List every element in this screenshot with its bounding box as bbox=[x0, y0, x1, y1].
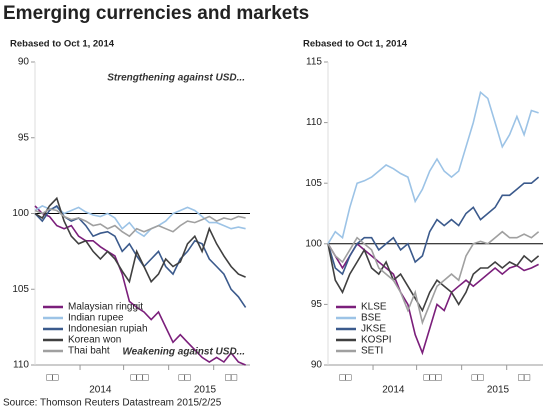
y-tick-label: 110 bbox=[13, 360, 29, 371]
series-line bbox=[34, 205, 246, 366]
legend-label: Malaysian ringgit bbox=[68, 302, 143, 313]
series-line bbox=[327, 242, 539, 356]
series-line bbox=[327, 176, 540, 276]
legend-label: Indonesian rupiah bbox=[68, 324, 148, 335]
y-tick-label: 90 bbox=[311, 360, 323, 371]
x-tick-label: □□ bbox=[225, 373, 237, 384]
series-line bbox=[327, 90, 539, 245]
x-tick-label: □□ bbox=[46, 373, 58, 384]
legend-label: JKSE bbox=[361, 324, 386, 335]
x-year-label: 2014 bbox=[382, 385, 405, 396]
y-tick-label: 105 bbox=[12, 284, 29, 295]
legend-label: BSE bbox=[361, 313, 381, 324]
subtitle: Rebased to Oct 1, 2014 bbox=[10, 39, 115, 50]
y-tick-label: 90 bbox=[18, 57, 30, 68]
x-tick-label: □□□ bbox=[131, 373, 149, 384]
annotation: Weakening against USD... bbox=[122, 347, 245, 358]
x-year-label: 2015 bbox=[194, 385, 217, 396]
x-year-label: 2014 bbox=[89, 385, 112, 396]
series-line bbox=[34, 204, 247, 308]
y-tick-label: 105 bbox=[305, 178, 322, 189]
x-tick-label: □□ bbox=[518, 373, 530, 384]
y-tick-label: 115 bbox=[306, 57, 322, 68]
y-tick-label: 95 bbox=[18, 132, 30, 143]
legend-label: SETI bbox=[361, 346, 383, 357]
legend-label: KOSPI bbox=[361, 335, 392, 346]
legend-label: Indian rupee bbox=[68, 313, 124, 324]
y-tick-label: 110 bbox=[306, 117, 322, 128]
series-line bbox=[34, 208, 246, 238]
x-tick-label: □□□ bbox=[424, 373, 442, 384]
y-tick-label: 100 bbox=[305, 238, 322, 249]
series-line bbox=[34, 204, 246, 238]
source: Source: Thomson Reuters Datastream 2015/… bbox=[3, 398, 222, 409]
x-year-label: 2015 bbox=[487, 385, 510, 396]
legend-label: Thai baht bbox=[68, 346, 110, 357]
annotation: Strengthening against USD... bbox=[107, 73, 245, 84]
y-tick-label: 100 bbox=[12, 208, 29, 219]
series-line bbox=[327, 243, 540, 313]
y-tick-label: 95 bbox=[311, 299, 323, 310]
series-line bbox=[34, 196, 246, 284]
page-title: Emerging currencies and markets bbox=[3, 3, 309, 24]
series-line bbox=[327, 230, 540, 326]
legend-label: KLSE bbox=[361, 302, 387, 313]
x-tick-label: □□ bbox=[472, 373, 484, 384]
legend-label: Korean won bbox=[68, 335, 121, 346]
x-tick-label: □□ bbox=[179, 373, 191, 384]
subtitle: Rebased to Oct 1, 2014 bbox=[303, 39, 408, 50]
x-tick-label: □□ bbox=[339, 373, 351, 384]
